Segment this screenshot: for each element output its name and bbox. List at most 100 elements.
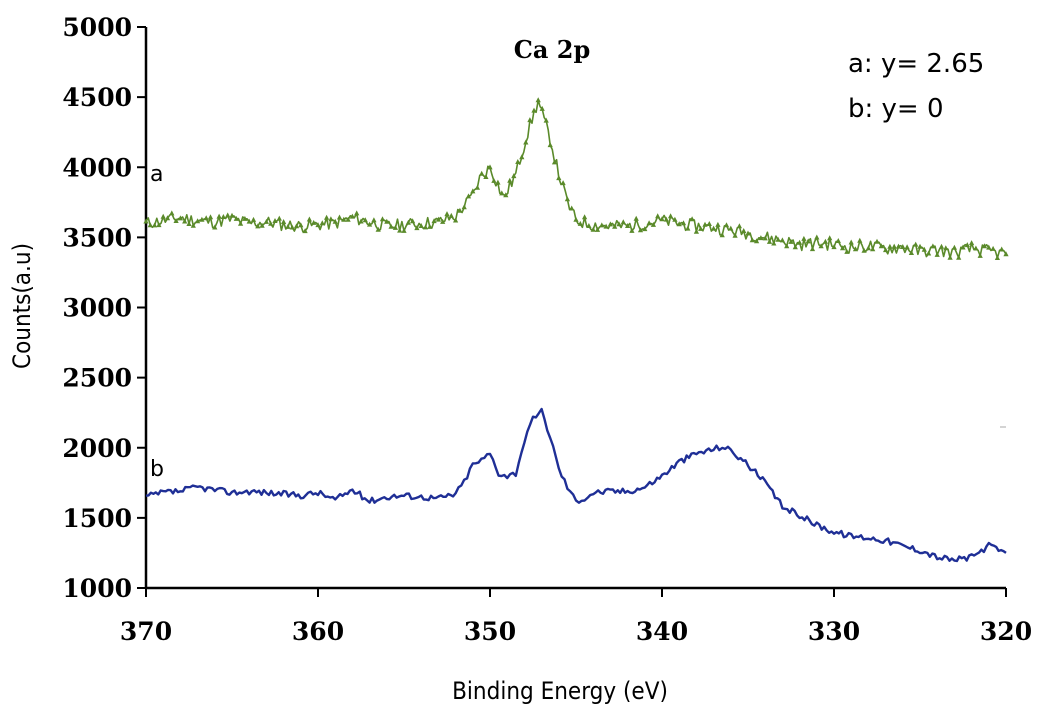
data-point-a <box>883 247 889 253</box>
data-point-a <box>431 218 437 224</box>
data-point-a <box>531 107 537 113</box>
data-point-a <box>543 117 549 123</box>
data-point-a <box>401 227 407 233</box>
data-point-a <box>934 251 940 257</box>
chart-title: Ca 2p <box>514 35 591 64</box>
data-point-a <box>797 239 803 245</box>
data-point-a <box>655 213 661 219</box>
data-point-a <box>371 217 377 223</box>
data-point-a <box>663 216 669 222</box>
data-point-a <box>943 245 949 251</box>
data-point-a <box>865 245 871 251</box>
data-point-a <box>1003 251 1009 257</box>
data-point-a <box>637 227 644 233</box>
data-point-a <box>182 218 188 224</box>
data-point-a <box>332 218 338 224</box>
data-point-a <box>981 243 988 249</box>
series-label-a: a <box>150 162 163 187</box>
data-point-a <box>164 215 171 221</box>
data-point-a <box>762 235 768 241</box>
data-point-a <box>453 217 459 223</box>
data-point-a <box>418 223 424 228</box>
x-axis-title: Binding Energy (eV) <box>452 677 668 705</box>
y-axis-title: Counts(a.u) <box>8 243 36 369</box>
x-tick-label: 360 <box>292 617 344 646</box>
data-point-a <box>956 254 962 260</box>
data-point-a <box>435 216 441 222</box>
data-point-a <box>861 247 867 253</box>
data-point-a <box>547 142 553 148</box>
data-point-a <box>319 220 325 226</box>
data-point-a <box>969 240 975 246</box>
data-point-a <box>818 243 824 249</box>
data-point-a <box>397 227 403 233</box>
x-tick-label: 340 <box>636 617 688 646</box>
data-point-a <box>362 217 368 223</box>
data-point-a <box>814 234 820 240</box>
data-point-a <box>741 228 747 233</box>
data-point-a <box>642 226 648 232</box>
data-point-a <box>311 219 317 225</box>
data-point-a <box>465 193 472 199</box>
data-point-a <box>527 117 533 123</box>
data-point-a <box>788 238 794 244</box>
data-point-a <box>238 220 244 226</box>
data-point-a <box>668 213 674 219</box>
data-point-a <box>603 223 609 229</box>
data-point-a <box>495 179 501 185</box>
data-point-a <box>276 215 282 221</box>
data-point-a <box>999 246 1005 252</box>
data-point-a <box>414 225 420 231</box>
data-point-a <box>507 177 513 183</box>
data-point-a <box>349 213 355 219</box>
data-point-a <box>964 242 970 248</box>
data-point-a <box>487 164 493 170</box>
data-point-a <box>345 216 351 222</box>
plot-area: 1000 1500 2000 2500 3000 3500 4000 4500 5000 370… <box>62 13 1032 646</box>
data-point-a <box>745 230 751 236</box>
data-point-a <box>711 225 717 231</box>
data-point-a <box>629 227 635 233</box>
data-point-a <box>728 225 734 231</box>
data-point-a <box>835 238 841 243</box>
x-tick-label: 330 <box>808 617 860 646</box>
data-point-a <box>633 215 639 221</box>
data-point-a <box>250 216 257 222</box>
series-label-b: b <box>150 457 164 482</box>
data-point-a <box>499 190 505 196</box>
data-point-a <box>706 221 712 226</box>
data-point-a <box>792 244 798 250</box>
data-point-a <box>143 218 149 224</box>
data-point-a <box>177 215 183 221</box>
data-point-a <box>723 222 730 228</box>
data-point-a <box>857 237 863 243</box>
data-point-a <box>809 246 816 252</box>
data-point-a <box>930 243 936 249</box>
data-point-a <box>220 214 226 219</box>
data-point-a <box>384 218 390 224</box>
data-point-a <box>358 218 364 224</box>
data-point-a <box>904 244 910 250</box>
data-point-a <box>328 216 334 222</box>
data-point-a <box>573 216 579 222</box>
data-point-a <box>169 210 175 216</box>
y-tick-label: 5000 <box>62 13 132 42</box>
data-point-a <box>470 188 476 194</box>
data-point-a <box>259 222 265 228</box>
data-point-a <box>736 223 742 229</box>
data-point-a <box>895 243 902 249</box>
data-point-a <box>672 216 678 222</box>
data-point-a <box>822 238 828 244</box>
data-point-a <box>779 237 785 243</box>
data-point-a <box>766 238 773 244</box>
data-point-a <box>255 223 261 229</box>
legend-entry-a: a: y= 2.65 <box>848 49 984 79</box>
series-layer <box>143 97 1009 563</box>
data-point-a <box>938 243 945 249</box>
data-point-a <box>199 216 205 222</box>
data-point-a <box>195 218 201 224</box>
data-point-a <box>212 224 218 230</box>
y-tick-label: 1500 <box>62 504 132 533</box>
data-point-a <box>947 254 953 260</box>
